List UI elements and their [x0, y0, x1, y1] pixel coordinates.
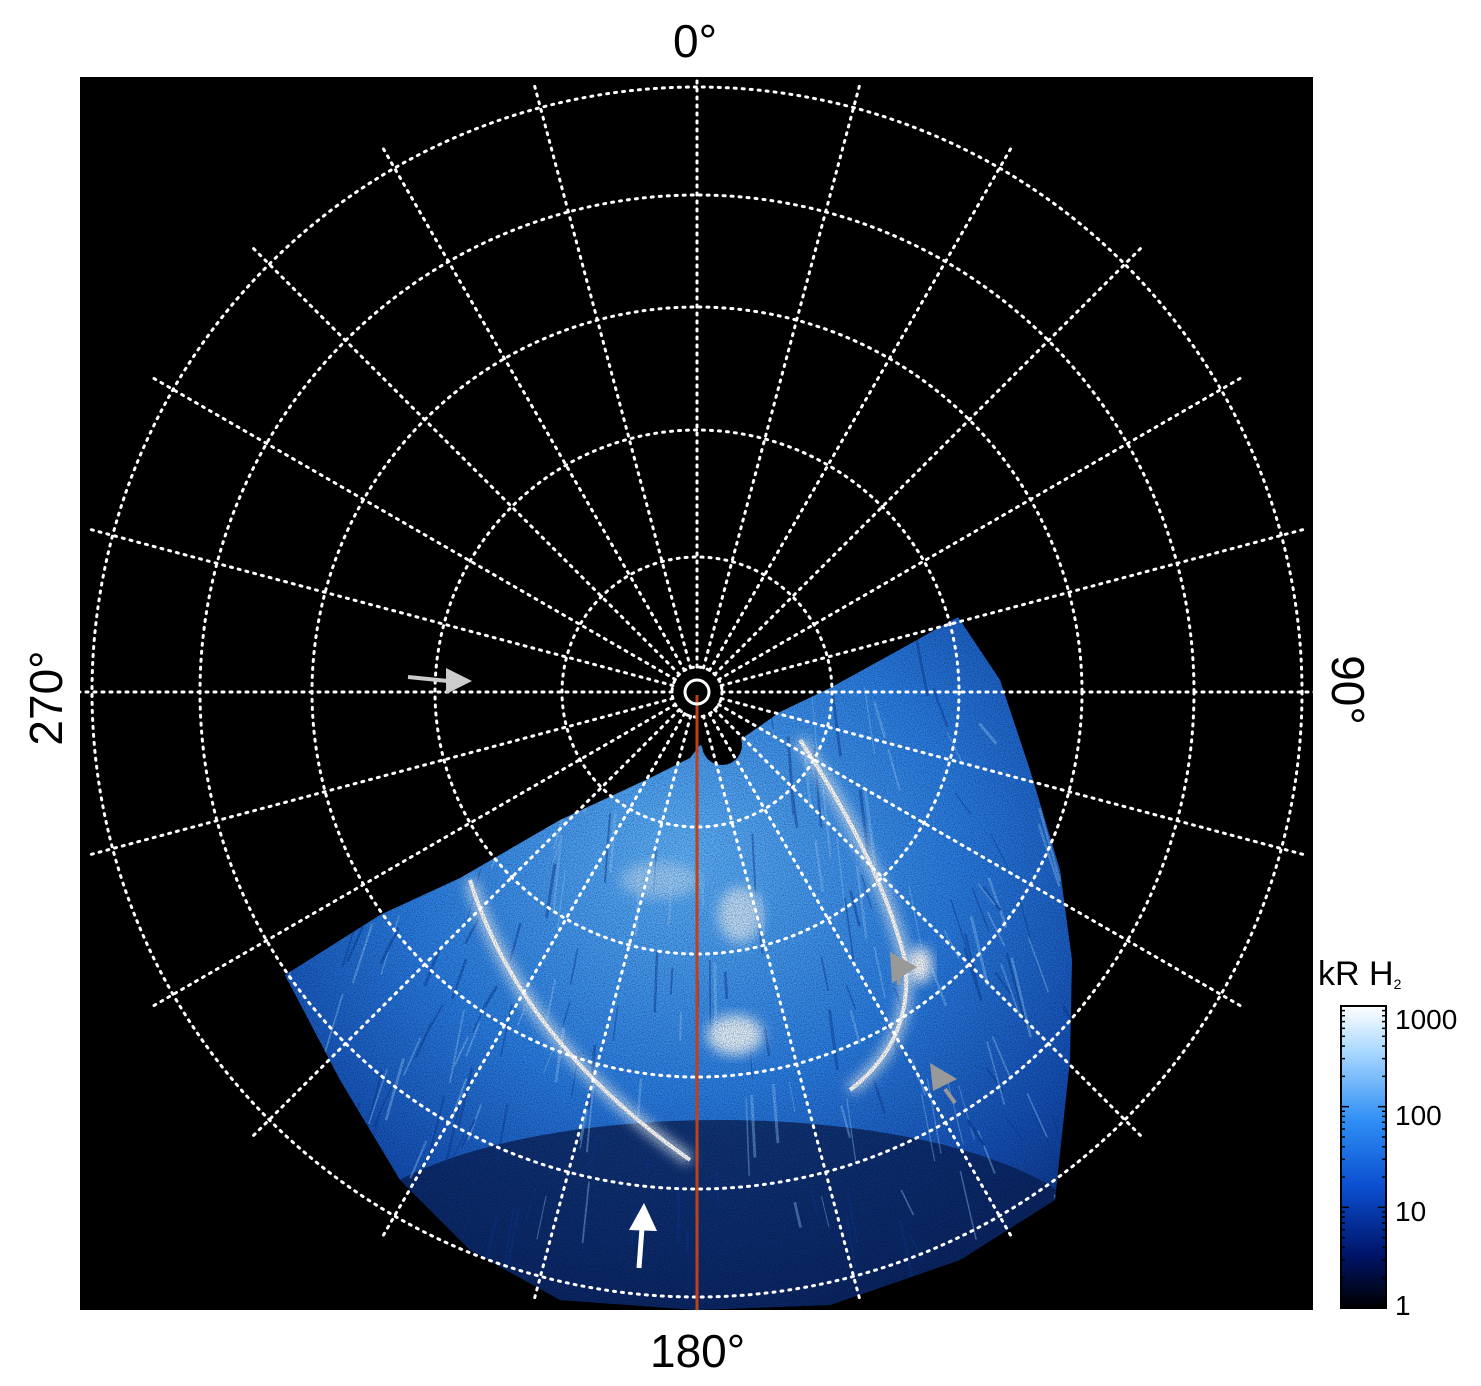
meridian-line-345 — [532, 81, 693, 670]
colorbar — [1340, 1005, 1387, 1309]
meridian-line-225 — [250, 708, 681, 1139]
arrow-head-upper-right — [890, 952, 917, 983]
latitude-circle-6 — [90, 85, 1304, 1299]
arrow-head-bottom — [629, 1203, 657, 1231]
colorbar-gradient — [1340, 1005, 1387, 1309]
meridian-line-195 — [532, 714, 693, 1303]
meridian-line-75 — [719, 527, 1308, 688]
arrow-head-left — [446, 668, 472, 694]
azimuth-label-180: 180° — [650, 1325, 746, 1377]
colorbar-tick-10: 10 — [1395, 1196, 1427, 1227]
arrow-shaft-left — [407, 675, 449, 683]
meridian-line-240 — [149, 703, 677, 1009]
meridian-line-105 — [719, 696, 1308, 857]
colorbar-tick-100: 100 — [1395, 1100, 1442, 1131]
meridian-line-60 — [717, 375, 1245, 681]
arrow-shaft-upper-right — [896, 977, 902, 986]
meridian-line-165 — [701, 714, 862, 1303]
meridian-line-315 — [250, 245, 681, 676]
colorbar-title-subscript: 2 — [1393, 976, 1402, 992]
colorbar-title-main: kR H — [1318, 955, 1394, 993]
colorbar-tick-1: 1 — [1395, 1290, 1411, 1321]
latitude-circle-2 — [560, 555, 834, 829]
azimuth-label-0: 0° — [673, 15, 717, 67]
azimuth-label-90: 90° — [1322, 655, 1374, 725]
arrow-shaft-lower-right — [943, 1087, 957, 1105]
meridian-line-135 — [713, 708, 1144, 1139]
arrow-shaft-bottom — [636, 1227, 645, 1269]
meridian-line-330 — [380, 144, 686, 672]
meridian-line-45 — [713, 245, 1144, 676]
colorbar-tick-1000: 1000 — [1395, 1004, 1458, 1035]
meridian-line-120 — [717, 703, 1245, 1009]
colorbar-title: kR H2 — [1318, 957, 1401, 991]
colorbar-tick-marks — [1341, 1009, 1386, 1309]
meridian-line-15 — [701, 81, 862, 670]
azimuth-label-270: 270° — [20, 650, 72, 746]
meridian-line-30 — [708, 144, 1014, 672]
meridian-line-300 — [149, 375, 677, 681]
meridian-line-255 — [86, 696, 675, 857]
meridian-line-150 — [708, 712, 1014, 1240]
meridian-line-210 — [380, 712, 686, 1240]
annotation-arrows — [407, 668, 957, 1269]
pole-marker — [683, 678, 711, 706]
meridian-line-285 — [86, 527, 675, 688]
arrow-head-lower-right — [930, 1063, 957, 1091]
